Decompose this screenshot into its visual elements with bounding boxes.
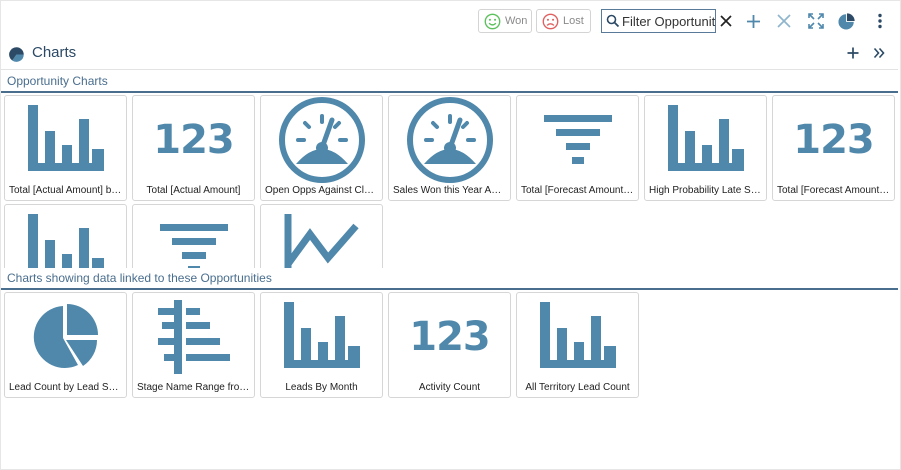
chart-tile[interactable] (4, 204, 127, 268)
range-icon (133, 299, 254, 375)
section-title-opportunity: Opportunity Charts (7, 74, 108, 88)
chart-tile[interactable]: All Territory Lead Count (516, 292, 639, 398)
clear-icon (720, 15, 732, 27)
chart-tile[interactable] (132, 204, 255, 268)
chart-tile-label: Stage Name Range from Lead (137, 382, 250, 393)
won-button[interactable]: Won (478, 9, 532, 33)
frown-icon (542, 13, 559, 29)
won-label: Won (505, 15, 528, 27)
bar-chart-icon (645, 102, 766, 178)
lost-label: Lost (563, 15, 584, 27)
pie-chart-icon (838, 13, 855, 30)
chart-tile[interactable]: 123 Activity Count (388, 292, 511, 398)
collapse-panel-button[interactable] (868, 42, 890, 64)
funnel-icon (517, 102, 638, 178)
chart-tile[interactable]: 123 Total [Actual Amount] (132, 95, 255, 201)
line-chart-icon (261, 211, 382, 268)
pie-chart-icon (5, 299, 126, 375)
chart-tile[interactable]: Sales Won this Year Against Target (388, 95, 511, 201)
chart-tile[interactable]: Lead Count by Lead Source (4, 292, 127, 398)
gauge-icon (389, 97, 510, 183)
add-button[interactable] (742, 10, 764, 32)
number-glyph: 123 (793, 117, 874, 163)
bar-chart-icon (5, 102, 126, 178)
number-glyph: 123 (409, 314, 490, 360)
gauge-icon (261, 97, 382, 183)
filter-input[interactable] (620, 13, 715, 29)
chart-tile-label: Activity Count (418, 382, 481, 393)
number-icon: 123 (773, 102, 894, 178)
add-icon (746, 14, 760, 28)
chart-tile[interactable]: Open Opps Against Close Date (260, 95, 383, 201)
chart-tile-label: Total [Actual Amount] by Month (9, 185, 122, 196)
header-divider (1, 69, 898, 70)
overflow-row (0, 204, 901, 268)
chart-tile-label: Sales Won this Year Against Target (393, 185, 506, 196)
number-glyph: 123 (153, 117, 234, 163)
chart-tile[interactable]: Stage Name Range from Lead (132, 292, 255, 398)
add-chart-button[interactable] (842, 42, 864, 64)
section-divider (1, 91, 898, 93)
chart-tile-label: Total [Actual Amount] (146, 185, 241, 196)
chart-tile-label: Leads By Month (285, 382, 358, 393)
chart-tile[interactable]: Total [Actual Amount] by Month (4, 95, 127, 201)
expand-button[interactable] (805, 10, 827, 32)
chart-tile[interactable] (260, 204, 383, 268)
clear-filter-button[interactable] (715, 10, 737, 32)
more-vertical-icon (878, 13, 882, 29)
filter-box (601, 9, 716, 33)
chart-tile[interactable]: Total [Forecast Amount] by Stage (516, 95, 639, 201)
expand-icon (808, 13, 824, 29)
chart-tile-label: High Probability Late Stage Opportunitie… (649, 185, 762, 196)
search-icon (606, 14, 620, 28)
charts-toggle-button[interactable] (836, 10, 858, 32)
number-icon: 123 (389, 299, 510, 375)
bar-chart-icon (517, 299, 638, 375)
close-button[interactable] (773, 10, 795, 32)
more-button[interactable] (869, 10, 891, 32)
chart-tile[interactable]: Leads By Month (260, 292, 383, 398)
section-title-linked: Charts showing data linked to these Oppo… (7, 271, 272, 285)
chart-tile-label: All Territory Lead Count (525, 382, 630, 393)
bar-chart-icon (261, 299, 382, 375)
chart-tile[interactable]: 123 Total [Forecast Amount] Open (772, 95, 895, 201)
lost-button[interactable]: Lost (536, 9, 591, 33)
page-title: Charts (32, 44, 77, 61)
section-divider (1, 288, 898, 290)
chart-tile-label: Total [Forecast Amount] by Stage (521, 185, 634, 196)
chart-tile-label: Lead Count by Lead Source (9, 382, 122, 393)
chart-tile[interactable]: High Probability Late Stage Opportunitie… (644, 95, 767, 201)
close-icon (777, 14, 791, 28)
number-icon: 123 (133, 102, 254, 178)
add-icon (847, 47, 859, 59)
funnel-icon (133, 211, 254, 268)
double-chevron-right-icon (873, 47, 885, 59)
chart-tile-label: Total [Forecast Amount] Open (777, 185, 890, 196)
charts-header-icon (9, 47, 24, 62)
chart-tile-label: Open Opps Against Close Date (265, 185, 378, 196)
bar-chart-icon (5, 211, 126, 268)
smile-icon (484, 13, 501, 29)
